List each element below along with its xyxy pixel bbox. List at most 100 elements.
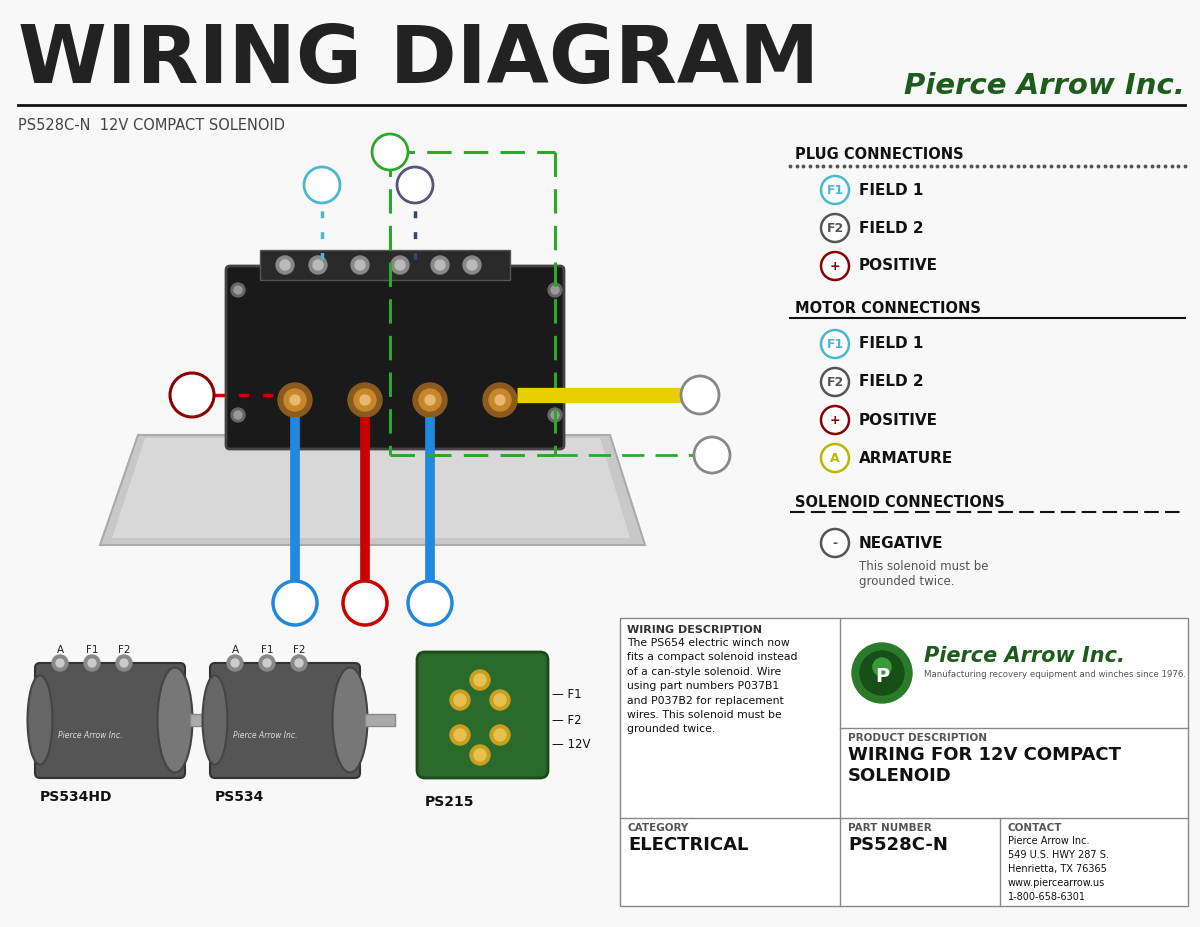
Circle shape <box>52 655 68 671</box>
Text: +: + <box>829 260 840 273</box>
Text: This solenoid must be
grounded twice.: This solenoid must be grounded twice. <box>859 560 989 588</box>
Text: WIRING FOR 12V COMPACT
SOLENOID: WIRING FOR 12V COMPACT SOLENOID <box>848 746 1121 785</box>
Text: F2: F2 <box>118 645 131 655</box>
Polygon shape <box>112 438 630 538</box>
Circle shape <box>450 690 470 710</box>
Circle shape <box>397 167 433 203</box>
Circle shape <box>821 529 850 557</box>
Text: WIRING DIAGRAM: WIRING DIAGRAM <box>18 22 820 100</box>
Circle shape <box>467 260 478 270</box>
Circle shape <box>821 252 850 280</box>
Text: ARMATURE: ARMATURE <box>859 451 953 465</box>
Circle shape <box>310 256 326 274</box>
Circle shape <box>474 749 486 761</box>
Circle shape <box>450 725 470 745</box>
Circle shape <box>548 283 562 297</box>
Circle shape <box>408 581 452 625</box>
Text: FIELD 2: FIELD 2 <box>859 221 924 235</box>
Circle shape <box>274 581 317 625</box>
Text: CONTACT: CONTACT <box>1008 823 1062 833</box>
Circle shape <box>352 256 370 274</box>
Circle shape <box>419 389 442 411</box>
Text: POSITIVE: POSITIVE <box>859 413 938 427</box>
Text: WIRING DESCRIPTION: WIRING DESCRIPTION <box>628 625 762 635</box>
Circle shape <box>280 260 290 270</box>
Ellipse shape <box>157 667 192 772</box>
Text: Pierce Arrow Inc.
549 U.S. HWY 287 S.
Henrietta, TX 76365
www.piercearrow.us
1-8: Pierce Arrow Inc. 549 U.S. HWY 287 S. He… <box>1008 836 1109 902</box>
Circle shape <box>372 134 408 170</box>
Circle shape <box>234 411 242 419</box>
Circle shape <box>88 659 96 667</box>
Circle shape <box>348 383 382 417</box>
Circle shape <box>496 395 505 405</box>
Text: F2: F2 <box>827 222 844 235</box>
Text: PS534: PS534 <box>215 790 264 804</box>
Text: FIELD 1: FIELD 1 <box>859 183 923 197</box>
FancyBboxPatch shape <box>35 663 185 778</box>
Circle shape <box>425 395 436 405</box>
Circle shape <box>290 395 300 405</box>
Ellipse shape <box>332 667 367 772</box>
Circle shape <box>230 659 239 667</box>
Circle shape <box>343 581 386 625</box>
Text: ELECTRICAL: ELECTRICAL <box>628 836 749 854</box>
Polygon shape <box>100 435 646 545</box>
Circle shape <box>120 659 128 667</box>
Text: PS215: PS215 <box>425 795 474 809</box>
Text: A: A <box>56 645 64 655</box>
Text: SOLENOID CONNECTIONS: SOLENOID CONNECTIONS <box>796 495 1004 510</box>
Circle shape <box>474 674 486 686</box>
Bar <box>365 714 395 726</box>
Circle shape <box>259 655 275 671</box>
Text: Pierce Arrow Inc.: Pierce Arrow Inc. <box>233 730 298 740</box>
Text: +: + <box>829 413 840 426</box>
Circle shape <box>551 411 559 419</box>
Text: F2: F2 <box>407 179 424 192</box>
Circle shape <box>551 286 559 294</box>
Circle shape <box>84 655 100 671</box>
Text: F1: F1 <box>286 596 305 610</box>
Text: A: A <box>830 451 840 464</box>
Circle shape <box>494 729 506 741</box>
Text: — F1: — F1 <box>552 689 582 702</box>
Bar <box>190 714 220 726</box>
Circle shape <box>355 260 365 270</box>
Circle shape <box>284 389 306 411</box>
Circle shape <box>56 659 64 667</box>
Text: PLUG CONNECTIONS: PLUG CONNECTIONS <box>796 147 964 162</box>
Text: PRODUCT DESCRIPTION: PRODUCT DESCRIPTION <box>848 733 986 743</box>
Circle shape <box>431 256 449 274</box>
Circle shape <box>234 286 242 294</box>
Text: −: − <box>704 446 720 464</box>
Text: F2: F2 <box>293 645 305 655</box>
Circle shape <box>278 383 312 417</box>
Circle shape <box>313 260 323 270</box>
Text: F1: F1 <box>827 184 844 197</box>
Text: F1: F1 <box>85 645 98 655</box>
Ellipse shape <box>28 676 53 765</box>
Circle shape <box>360 395 370 405</box>
Text: +: + <box>355 593 374 613</box>
Circle shape <box>694 437 730 473</box>
Text: F1: F1 <box>827 337 844 350</box>
Circle shape <box>304 167 340 203</box>
Text: Pierce Arrow Inc.: Pierce Arrow Inc. <box>58 730 122 740</box>
Circle shape <box>227 655 242 671</box>
Text: FIELD 2: FIELD 2 <box>859 375 924 389</box>
Circle shape <box>860 651 904 695</box>
Text: F2: F2 <box>420 596 439 610</box>
Circle shape <box>821 368 850 396</box>
Circle shape <box>470 745 490 765</box>
Text: Pierce Arrow Inc.: Pierce Arrow Inc. <box>904 72 1186 100</box>
Text: PS528C-N  12V COMPACT SOLENOID: PS528C-N 12V COMPACT SOLENOID <box>18 118 286 133</box>
Circle shape <box>821 406 850 434</box>
FancyBboxPatch shape <box>210 663 360 778</box>
Text: The PS654 electric winch now
fits a compact solenoid instead
of a can-style sole: The PS654 electric winch now fits a comp… <box>628 638 798 734</box>
Bar <box>260 250 510 280</box>
Circle shape <box>821 330 850 358</box>
Circle shape <box>482 383 517 417</box>
Text: MOTOR CONNECTIONS: MOTOR CONNECTIONS <box>796 301 980 316</box>
Circle shape <box>395 260 406 270</box>
Circle shape <box>490 725 510 745</box>
Circle shape <box>490 690 510 710</box>
